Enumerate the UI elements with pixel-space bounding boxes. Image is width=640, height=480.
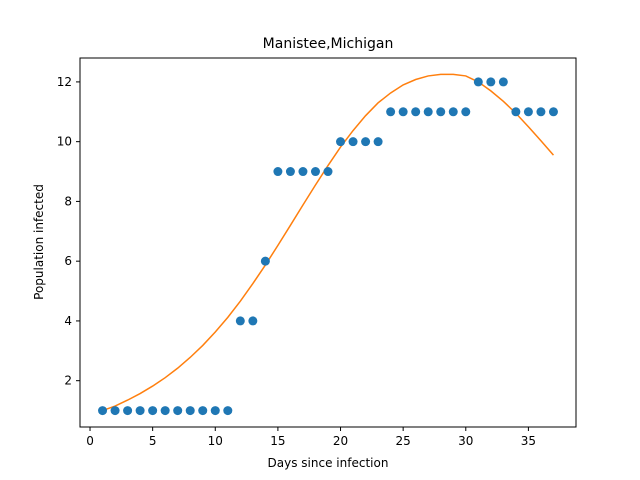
data-point bbox=[135, 406, 145, 416]
data-point bbox=[110, 406, 120, 416]
data-point bbox=[411, 107, 421, 117]
y-axis-label: Population infected bbox=[32, 184, 46, 300]
data-point bbox=[148, 406, 158, 416]
data-point bbox=[223, 406, 233, 416]
data-point bbox=[486, 77, 496, 87]
data-point bbox=[361, 137, 371, 147]
y-tick-label: 8 bbox=[64, 194, 72, 208]
data-point bbox=[123, 406, 133, 416]
data-point bbox=[285, 167, 295, 177]
data-point bbox=[260, 256, 270, 266]
data-point bbox=[448, 107, 458, 117]
data-point bbox=[173, 406, 183, 416]
x-tick-label: 35 bbox=[521, 434, 536, 448]
x-tick-label: 25 bbox=[396, 434, 411, 448]
data-point bbox=[160, 406, 170, 416]
x-tick-label: 10 bbox=[208, 434, 223, 448]
data-point bbox=[423, 107, 433, 117]
data-point bbox=[310, 167, 320, 177]
data-point bbox=[298, 167, 308, 177]
y-tick-label: 10 bbox=[57, 135, 72, 149]
data-point bbox=[336, 137, 346, 147]
y-tick-label: 12 bbox=[57, 75, 72, 89]
x-axis-label: Days since infection bbox=[268, 456, 389, 470]
y-tick-label: 2 bbox=[64, 374, 72, 388]
data-point bbox=[235, 316, 245, 326]
data-point bbox=[536, 107, 546, 117]
data-point bbox=[98, 406, 108, 416]
data-point bbox=[273, 167, 283, 177]
x-tick-label: 20 bbox=[333, 434, 348, 448]
data-point bbox=[348, 137, 358, 147]
y-axis-ticks: 2 4 6 8 10 12 bbox=[57, 75, 80, 388]
x-tick-label: 30 bbox=[458, 434, 473, 448]
data-point bbox=[198, 406, 208, 416]
data-point bbox=[323, 167, 333, 177]
x-axis-ticks: 0 5 10 15 20 25 30 35 bbox=[86, 427, 536, 448]
data-point bbox=[548, 107, 558, 117]
chart-title: Manistee,Michigan bbox=[263, 36, 394, 52]
data-point bbox=[511, 107, 521, 117]
data-point bbox=[248, 316, 258, 326]
data-point bbox=[398, 107, 408, 117]
axes-frame bbox=[79, 57, 577, 428]
data-point bbox=[386, 107, 396, 117]
data-point bbox=[436, 107, 446, 117]
x-tick-label: 5 bbox=[149, 434, 157, 448]
x-tick-label: 15 bbox=[270, 434, 285, 448]
data-point bbox=[473, 77, 483, 87]
y-tick-label: 4 bbox=[64, 314, 72, 328]
data-point bbox=[185, 406, 195, 416]
plot-area bbox=[98, 73, 558, 416]
data-point bbox=[498, 77, 508, 87]
data-point bbox=[373, 137, 383, 147]
data-point bbox=[461, 107, 471, 117]
x-tick-label: 0 bbox=[86, 434, 94, 448]
data-point bbox=[210, 406, 220, 416]
data-point bbox=[523, 107, 533, 117]
y-tick-label: 6 bbox=[64, 254, 72, 268]
